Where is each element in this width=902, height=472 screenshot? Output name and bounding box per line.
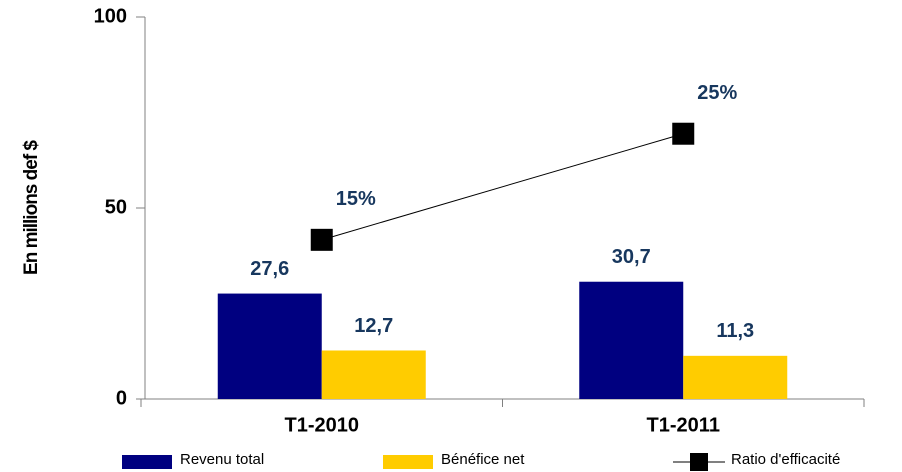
x-tick-label: T1-2011 xyxy=(647,414,720,436)
y-axis-label: En millions def $ xyxy=(21,140,42,275)
legend-label: Ratio d'efficacité xyxy=(731,451,840,468)
x-tick-label: T1-2010 xyxy=(285,414,360,436)
legend-label: Revenu total xyxy=(180,451,264,468)
bar-value-label: 12,7 xyxy=(354,315,393,337)
bar xyxy=(217,293,322,399)
y-tick-label: 50 xyxy=(105,196,127,218)
y-tick-label: 0 xyxy=(116,387,127,409)
legend-swatch xyxy=(122,455,172,469)
bar-value-label: 30,7 xyxy=(612,246,651,268)
legend-label: Bénéfice net xyxy=(441,451,525,468)
bar xyxy=(321,350,426,399)
bar xyxy=(683,355,788,399)
y-tick-label: 100 xyxy=(94,5,127,27)
ratio-value-label: 15% xyxy=(336,188,376,210)
ratio-marker xyxy=(310,228,333,251)
ratio-value-label: 25% xyxy=(697,82,737,104)
ratio-line xyxy=(321,133,684,241)
legend-swatch xyxy=(383,455,433,469)
bar-value-label: 27,6 xyxy=(250,258,289,280)
ratio-marker xyxy=(672,122,695,145)
bar-value-label: 11,3 xyxy=(716,320,754,342)
bar xyxy=(579,281,684,399)
legend-marker xyxy=(690,453,708,471)
